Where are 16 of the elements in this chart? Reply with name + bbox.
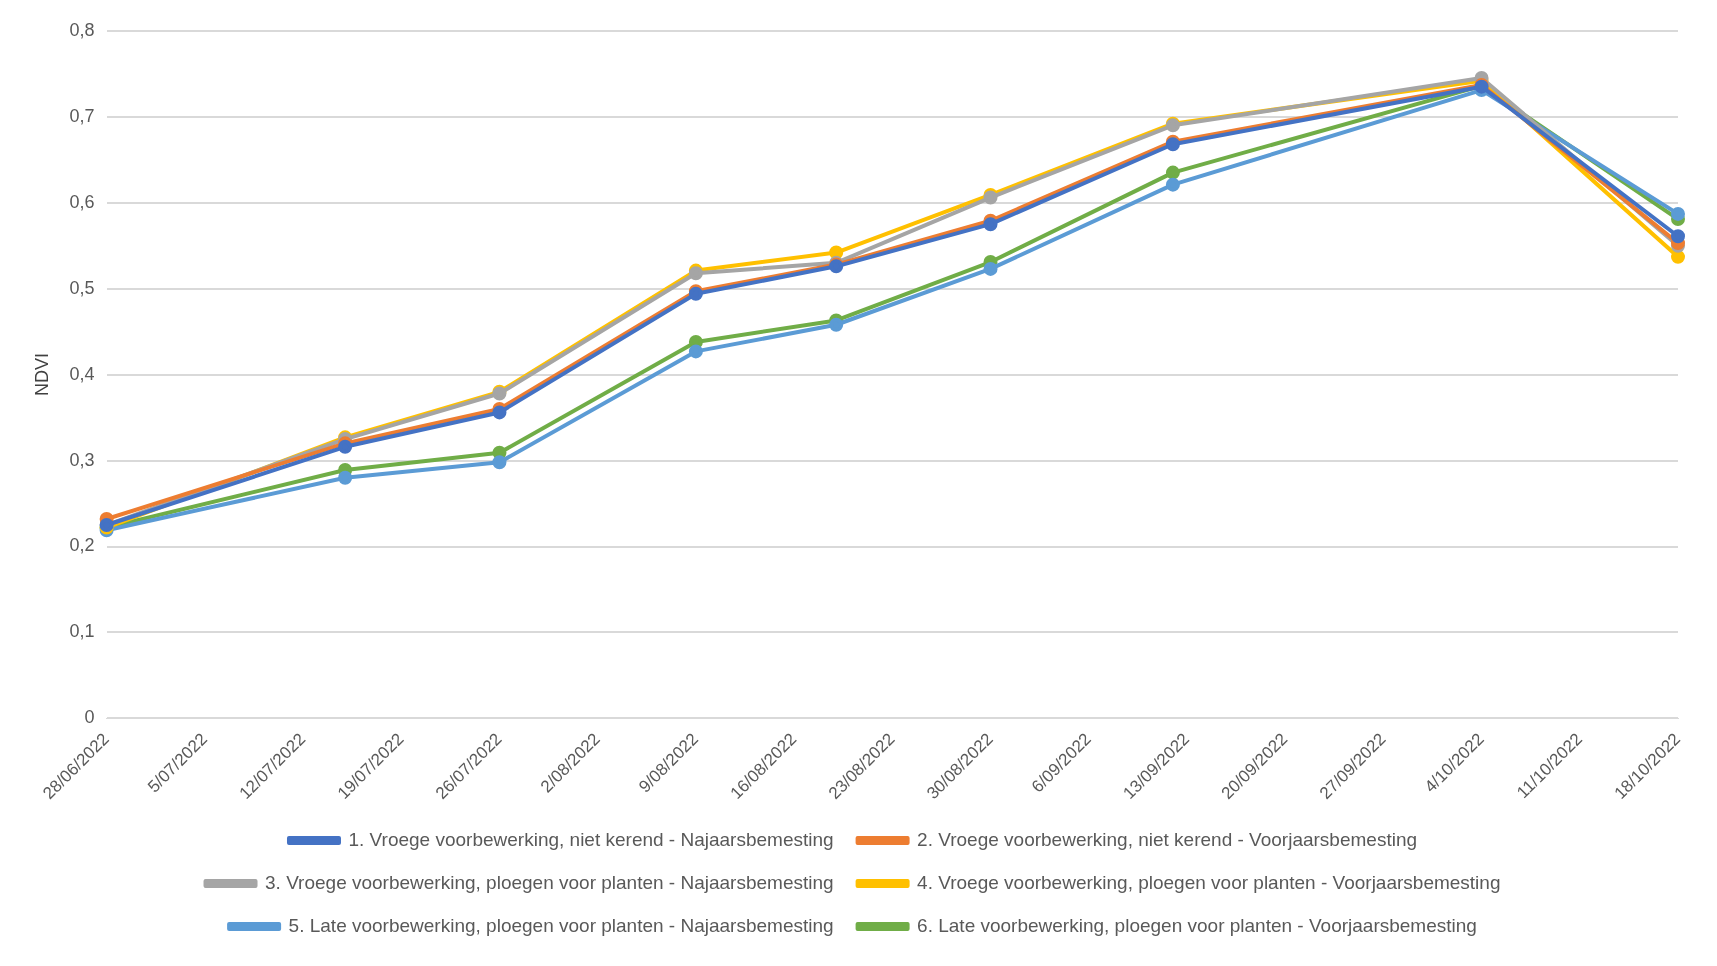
y-tick-label: 0,3: [69, 449, 95, 470]
y-tick-label: 0,7: [69, 105, 95, 126]
legend-label: 4. Vroege voorbewerking, ploegen voor planten - Voorjaarsbemesting: [917, 871, 1501, 893]
y-tick-label: 0,1: [69, 621, 95, 642]
legend-label: 2. Vroege voorbewerking, niet kerend - Voorjaarsbemesting: [917, 828, 1418, 850]
y-tick-label: 0,6: [69, 191, 95, 212]
legend-label: 5. Late voorbewerking, ploegen voor planten - Najaarsbemesting: [288, 914, 834, 936]
y-tick-label: 0,8: [69, 19, 95, 40]
y-tick-label: 0: [84, 707, 95, 728]
legend-label: 3. Vroege voorbewerking, ploegen voor planten - Najaarsbemesting: [265, 871, 834, 893]
legend-label: 6. Late voorbewerking, ploegen voor planten - Voorjaarsbemesting: [917, 914, 1477, 936]
y-axis-title: NDVI: [31, 353, 52, 397]
y-tick-label: 0,2: [69, 535, 95, 556]
y-tick-label: 0,5: [69, 277, 95, 298]
y-tick-label: 0,4: [69, 363, 95, 384]
legend-label: 1. Vroege voorbewerking, niet kerend - Najaarsbemesting: [348, 828, 834, 850]
